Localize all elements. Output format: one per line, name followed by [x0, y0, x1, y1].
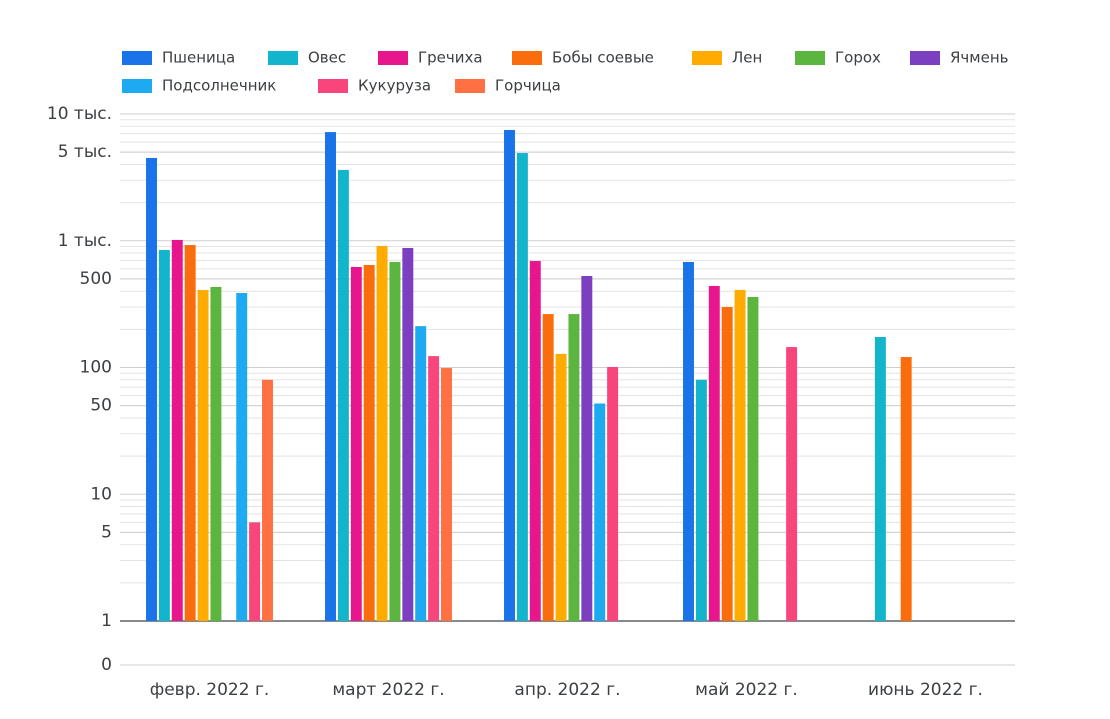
legend-label: Бобы соевые	[552, 49, 654, 67]
legend-label: Кукуруза	[358, 77, 431, 95]
bar	[325, 132, 336, 621]
bar	[695, 379, 707, 621]
bar	[708, 285, 720, 621]
bar	[683, 261, 694, 621]
bar	[607, 366, 619, 621]
y-tick-label: 5	[101, 522, 112, 542]
legend-label: Горох	[835, 49, 881, 67]
legend-swatch	[795, 51, 825, 65]
legend-label: Овес	[308, 49, 346, 67]
y-tick-label: 500	[80, 269, 112, 289]
bar	[236, 293, 248, 621]
y-tick-label: 1 тыс.	[58, 231, 112, 251]
bar	[158, 250, 170, 621]
bar	[415, 326, 427, 621]
legend-label: Лен	[732, 49, 762, 67]
y-tick-label: 10 тыс.	[47, 104, 112, 124]
legend-label: Гречиха	[418, 49, 483, 67]
bar	[516, 153, 528, 621]
bar	[197, 289, 209, 621]
legend-label: Горчица	[495, 77, 561, 95]
bar	[249, 522, 261, 621]
y-tick-label: 50	[90, 396, 112, 416]
legend-swatch	[512, 51, 542, 65]
legend-swatch	[692, 51, 722, 65]
legend-swatch	[318, 79, 348, 93]
bar	[734, 289, 746, 621]
legend-label: Пшеница	[162, 49, 235, 67]
bar	[389, 261, 401, 621]
x-tick-label: февр. 2022 г.	[150, 680, 270, 700]
bar	[350, 266, 362, 621]
bar	[428, 356, 440, 621]
bar	[146, 157, 157, 621]
bar	[529, 261, 541, 621]
x-tick-label: март 2022 г.	[332, 680, 444, 700]
bar	[184, 245, 196, 621]
legend-swatch	[268, 51, 298, 65]
bar	[594, 403, 606, 621]
y-tick-label: 100	[80, 358, 112, 378]
x-tick-label: май 2022 г.	[695, 680, 798, 700]
bar	[900, 357, 912, 621]
bar	[874, 337, 886, 621]
bar	[402, 247, 414, 622]
bar	[504, 129, 515, 621]
bar	[786, 347, 798, 621]
bar	[210, 286, 222, 621]
bar	[721, 307, 733, 621]
bar	[337, 169, 349, 621]
bar	[542, 314, 554, 621]
x-tick-label: апр. 2022 г.	[514, 680, 620, 700]
bar	[262, 379, 273, 621]
legend-swatch	[378, 51, 408, 65]
y-tick-label: 10	[90, 484, 112, 504]
bar	[363, 264, 375, 621]
legend-label: Ячмень	[950, 49, 1008, 67]
bar	[555, 353, 567, 621]
y-tick-label: 5 тыс.	[58, 142, 112, 162]
legend-swatch	[122, 51, 152, 65]
bar	[171, 239, 183, 622]
y-tick-label: 0	[101, 655, 112, 675]
bar	[568, 314, 580, 621]
y-tick-label: 1	[101, 611, 112, 631]
bar	[747, 296, 759, 621]
legend-swatch	[455, 79, 485, 93]
bar	[441, 368, 452, 621]
legend-swatch	[122, 79, 152, 93]
x-tick-label: июнь 2022 г.	[868, 680, 983, 700]
bar	[581, 276, 593, 621]
bar	[376, 245, 388, 621]
legend-swatch	[910, 51, 940, 65]
legend-label: Подсолнечник	[162, 77, 276, 95]
